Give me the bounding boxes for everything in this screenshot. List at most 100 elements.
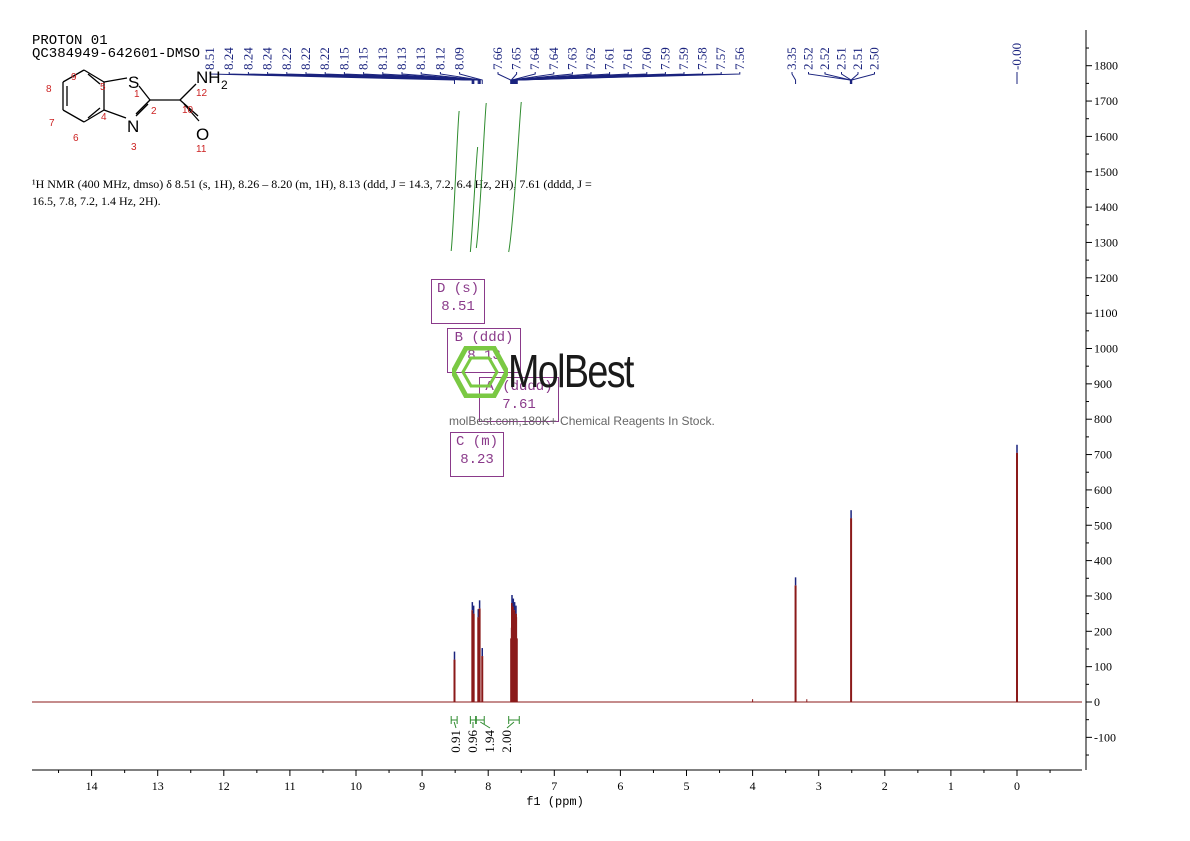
peak-label-connector xyxy=(420,72,481,84)
peak-label: 8.12 xyxy=(432,47,447,70)
peak-box-label: C (m) xyxy=(455,434,498,450)
y-tick-label: -100 xyxy=(1094,730,1116,744)
peak-label-connector xyxy=(791,72,797,84)
integral-curve xyxy=(469,146,479,253)
molbest-logo-icon xyxy=(452,346,508,398)
peak-label: 8.24 xyxy=(221,47,236,70)
peak-label: 7.63 xyxy=(564,47,579,70)
peak-label: 7.61 xyxy=(602,47,617,70)
peak-label: 7.65 xyxy=(509,47,524,70)
peak-label-connector xyxy=(324,72,475,84)
integral-value: 2.00 xyxy=(499,730,514,753)
y-tick-label: 500 xyxy=(1094,518,1112,532)
peak-label: 8.22 xyxy=(317,47,332,70)
atom-number: 7 xyxy=(49,118,55,129)
peak-label: 2.51 xyxy=(850,47,865,70)
peak-label: 8.13 xyxy=(394,47,409,70)
peak-label: 7.59 xyxy=(676,47,691,70)
peak-box-label: D (s) xyxy=(436,281,479,297)
peak-label-connector xyxy=(459,72,483,84)
peak-label: 8.24 xyxy=(240,47,255,70)
peak-box-value: 8.23 xyxy=(460,452,494,468)
x-tick-label: 7 xyxy=(551,779,557,793)
molecule-bond xyxy=(62,109,85,123)
atom-number: 6 xyxy=(73,133,79,144)
y-tick-label: 100 xyxy=(1094,660,1112,674)
peak-label-connector xyxy=(363,72,479,84)
molecule-bond xyxy=(103,109,127,119)
molecule-double-bond xyxy=(135,103,149,117)
peak-label: 7.60 xyxy=(639,47,654,70)
peak-label: 2.50 xyxy=(867,47,882,70)
y-tick-label: 1600 xyxy=(1094,129,1118,143)
atom-number: 8 xyxy=(46,84,52,95)
y-tick-label: 900 xyxy=(1094,377,1112,391)
x-tick-label: 13 xyxy=(152,779,164,793)
atom-number: 5 xyxy=(100,82,106,93)
y-tick-label: 600 xyxy=(1094,483,1112,497)
peak-box-value: 8.13 xyxy=(467,348,501,364)
watermark-tagline: molBest.com,180K+ Chemical Reagents In S… xyxy=(449,414,715,428)
atom-sulfur: S xyxy=(128,73,139,92)
peak-label: 8.15 xyxy=(336,47,351,70)
atom-number: 4 xyxy=(101,112,107,123)
peak-label: 8.09 xyxy=(452,47,467,70)
x-tick-label: 0 xyxy=(1014,779,1020,793)
peak-label: 7.56 xyxy=(732,47,747,70)
integral-curve xyxy=(450,110,460,252)
atom-number: 11 xyxy=(196,144,207,155)
x-tick-label: 5 xyxy=(684,779,690,793)
peak-label-connector xyxy=(510,72,518,84)
peak-label: 2.52 xyxy=(817,47,832,70)
peak-label-connector xyxy=(512,72,573,84)
atom-amine: NH xyxy=(196,68,221,87)
y-tick-label: 1300 xyxy=(1094,235,1118,249)
peak-label: 7.62 xyxy=(583,47,598,70)
peak-label: 7.57 xyxy=(713,47,728,70)
peak-label-connector xyxy=(516,72,741,84)
peak-label: 8.15 xyxy=(356,47,371,70)
integral-connector xyxy=(506,721,515,729)
peak-label-connector xyxy=(497,72,512,84)
peak-label-connector xyxy=(439,72,481,84)
spectrum-name: PROTON 01 xyxy=(32,33,108,49)
peak-label: 3.35 xyxy=(784,47,799,70)
molecule-bond xyxy=(135,99,151,115)
watermark-brand: MolBest xyxy=(508,345,634,397)
y-tick-label: 1100 xyxy=(1094,306,1118,320)
molecule-bond xyxy=(62,69,85,83)
y-tick-label: 1500 xyxy=(1094,165,1118,179)
molecule-bond xyxy=(138,85,151,101)
peak-label-connector xyxy=(850,72,859,84)
peak-label: 8.22 xyxy=(298,47,313,70)
molecule-bond xyxy=(179,83,197,101)
peak-label-connector xyxy=(851,72,875,84)
peak-label-connector xyxy=(824,72,851,84)
x-tick-label: 3 xyxy=(816,779,822,793)
integral-value: 1.94 xyxy=(482,730,497,753)
y-tick-label: 700 xyxy=(1094,448,1112,462)
atom-number: 1 xyxy=(134,89,140,100)
peak-label: 7.64 xyxy=(527,47,542,70)
atom-number: 9 xyxy=(71,72,77,83)
x-tick-label: 12 xyxy=(218,779,230,793)
peak-label: 7.66 xyxy=(490,47,505,70)
integral-value: 0.96 xyxy=(465,730,480,753)
y-tick-label: 0 xyxy=(1094,695,1100,709)
x-axis-label: f1 (ppm) xyxy=(526,795,584,809)
integral-curve xyxy=(508,101,522,253)
molecule-bond xyxy=(83,69,105,83)
y-tick-label: 1200 xyxy=(1094,271,1118,285)
x-tick-label: 11 xyxy=(284,779,296,793)
integral-curve xyxy=(475,102,487,249)
peak-label: 8.13 xyxy=(413,47,428,70)
molecule-bond xyxy=(83,109,105,123)
peak-box-b: B (ddd) 8.13 xyxy=(447,328,521,373)
peak-label-connector xyxy=(512,72,592,84)
sample-id: QC384949-642601-DMSO xyxy=(32,46,201,62)
molecule-double-bond xyxy=(183,103,200,122)
molecule-double-bond xyxy=(87,73,101,85)
atom-number: 10 xyxy=(182,105,194,116)
y-tick-label: 300 xyxy=(1094,589,1112,603)
